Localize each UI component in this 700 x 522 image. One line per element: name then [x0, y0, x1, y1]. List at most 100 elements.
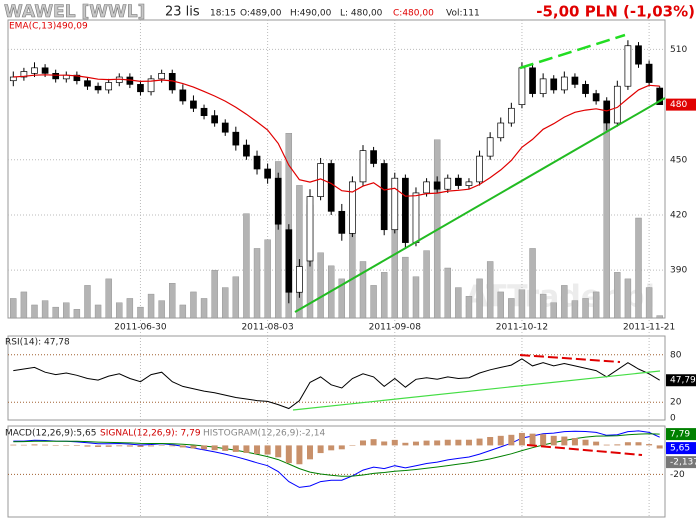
candle-body — [476, 155, 483, 183]
x-tick-label: 2011-11-21 — [623, 323, 675, 333]
volume-bar — [52, 306, 59, 319]
histogram-bar — [116, 445, 123, 447]
trend-line — [294, 97, 666, 313]
volume-bar — [116, 302, 123, 319]
volume-bar — [370, 285, 377, 319]
y-tick-label: 450 — [670, 155, 687, 165]
histogram-bar — [158, 445, 165, 446]
ohlc-close: C:480,00 — [393, 9, 434, 19]
histogram-bar — [487, 436, 494, 446]
volume-bar — [296, 185, 303, 319]
candle-body — [455, 177, 462, 186]
current-price-label: 480 — [670, 100, 687, 110]
current-price-label-bg — [666, 98, 696, 111]
ohlc-high: H:490,00 — [290, 9, 332, 19]
volume-bar — [105, 278, 112, 319]
volume-bar — [391, 226, 398, 319]
price-change: -5,00 PLN (-1,03%) — [536, 3, 695, 21]
indicator-current-label-bg — [666, 428, 696, 441]
volume-bar — [31, 304, 38, 319]
volume-bar — [656, 315, 663, 319]
histogram-bar — [95, 445, 102, 447]
candle-body — [147, 78, 155, 93]
candle-body — [560, 76, 568, 91]
histogram-bar — [550, 435, 557, 446]
candle-body — [444, 177, 452, 190]
volume-bar — [200, 298, 208, 319]
candle-body — [402, 177, 409, 243]
candle-body — [31, 67, 38, 74]
x-tick-label: 2011-08-03 — [241, 323, 293, 333]
candle-body — [274, 177, 282, 225]
volume-bar — [476, 278, 483, 319]
y-tick-label: 510 — [670, 45, 687, 55]
histogram-bar — [603, 444, 610, 446]
histogram-bar — [179, 445, 186, 448]
histogram-bar — [497, 435, 504, 446]
candle-body — [52, 72, 60, 80]
volume-bar — [550, 302, 557, 319]
histogram-bar — [296, 445, 303, 465]
candle-body — [635, 45, 642, 65]
histogram-bar — [264, 445, 271, 455]
histogram-bar — [412, 441, 419, 446]
volume-bar — [20, 291, 28, 319]
histogram-bar — [423, 440, 430, 446]
candle-body — [391, 177, 399, 231]
volume-bar — [571, 300, 579, 319]
ohlc-open: O:489,00 — [240, 9, 282, 19]
x-tick-label: 2011-10-12 — [496, 323, 548, 333]
histogram-bar — [275, 445, 282, 458]
candle-body — [423, 181, 430, 194]
histogram-legend: HISTOGRAM(12,26,9):-2,14 — [203, 429, 325, 439]
y-tick-label: 0 — [670, 414, 676, 424]
indicator-current-label-bg — [666, 456, 696, 469]
price-frame — [7, 19, 666, 319]
histogram-bar — [614, 444, 621, 446]
candle-body — [73, 74, 81, 82]
histogram-bar — [434, 440, 441, 446]
volume-bar — [338, 278, 345, 319]
volume-bar — [137, 306, 144, 319]
candle-body — [264, 168, 271, 179]
candle-body — [84, 80, 91, 87]
volume-bar — [497, 291, 504, 319]
histogram-bar — [529, 433, 536, 446]
volume-bar — [486, 261, 494, 319]
histogram-bar — [571, 438, 578, 446]
candle-body — [327, 163, 335, 212]
histogram-bar — [518, 432, 525, 446]
macd-legend: MACD(12,26,9):5,65 — [5, 429, 96, 439]
volume-bar — [63, 302, 70, 319]
candle-body — [359, 150, 367, 183]
candle-body — [190, 100, 197, 109]
histogram-bar — [359, 440, 366, 446]
rsi-line — [13, 358, 660, 410]
x-tick-label: 2011-09-08 — [369, 323, 422, 333]
candle-body — [349, 181, 356, 234]
candle-body — [582, 84, 589, 94]
ohlc-low: L: 480,00 — [340, 9, 383, 19]
histogram-bar — [63, 445, 70, 446]
histogram-bar — [42, 444, 49, 446]
histogram-bar — [148, 445, 155, 447]
candle-body — [20, 71, 28, 78]
candle-body — [592, 93, 600, 102]
histogram-bar — [232, 445, 239, 452]
histogram-bar — [455, 439, 462, 446]
candle-body — [645, 63, 653, 83]
candle-body — [550, 78, 558, 91]
volume-bar — [465, 296, 473, 319]
volume-bar — [635, 217, 642, 319]
histogram-bar — [31, 444, 38, 446]
ema-line — [13, 74, 660, 197]
volume-bar — [41, 300, 49, 319]
histogram-bar — [444, 439, 451, 446]
watermark: ATTrader.pl — [465, 280, 655, 315]
candle-body — [656, 87, 664, 105]
candle-body — [296, 266, 303, 293]
volume-bar — [614, 272, 621, 319]
candle-body — [370, 150, 377, 164]
volume-bar — [624, 278, 632, 319]
